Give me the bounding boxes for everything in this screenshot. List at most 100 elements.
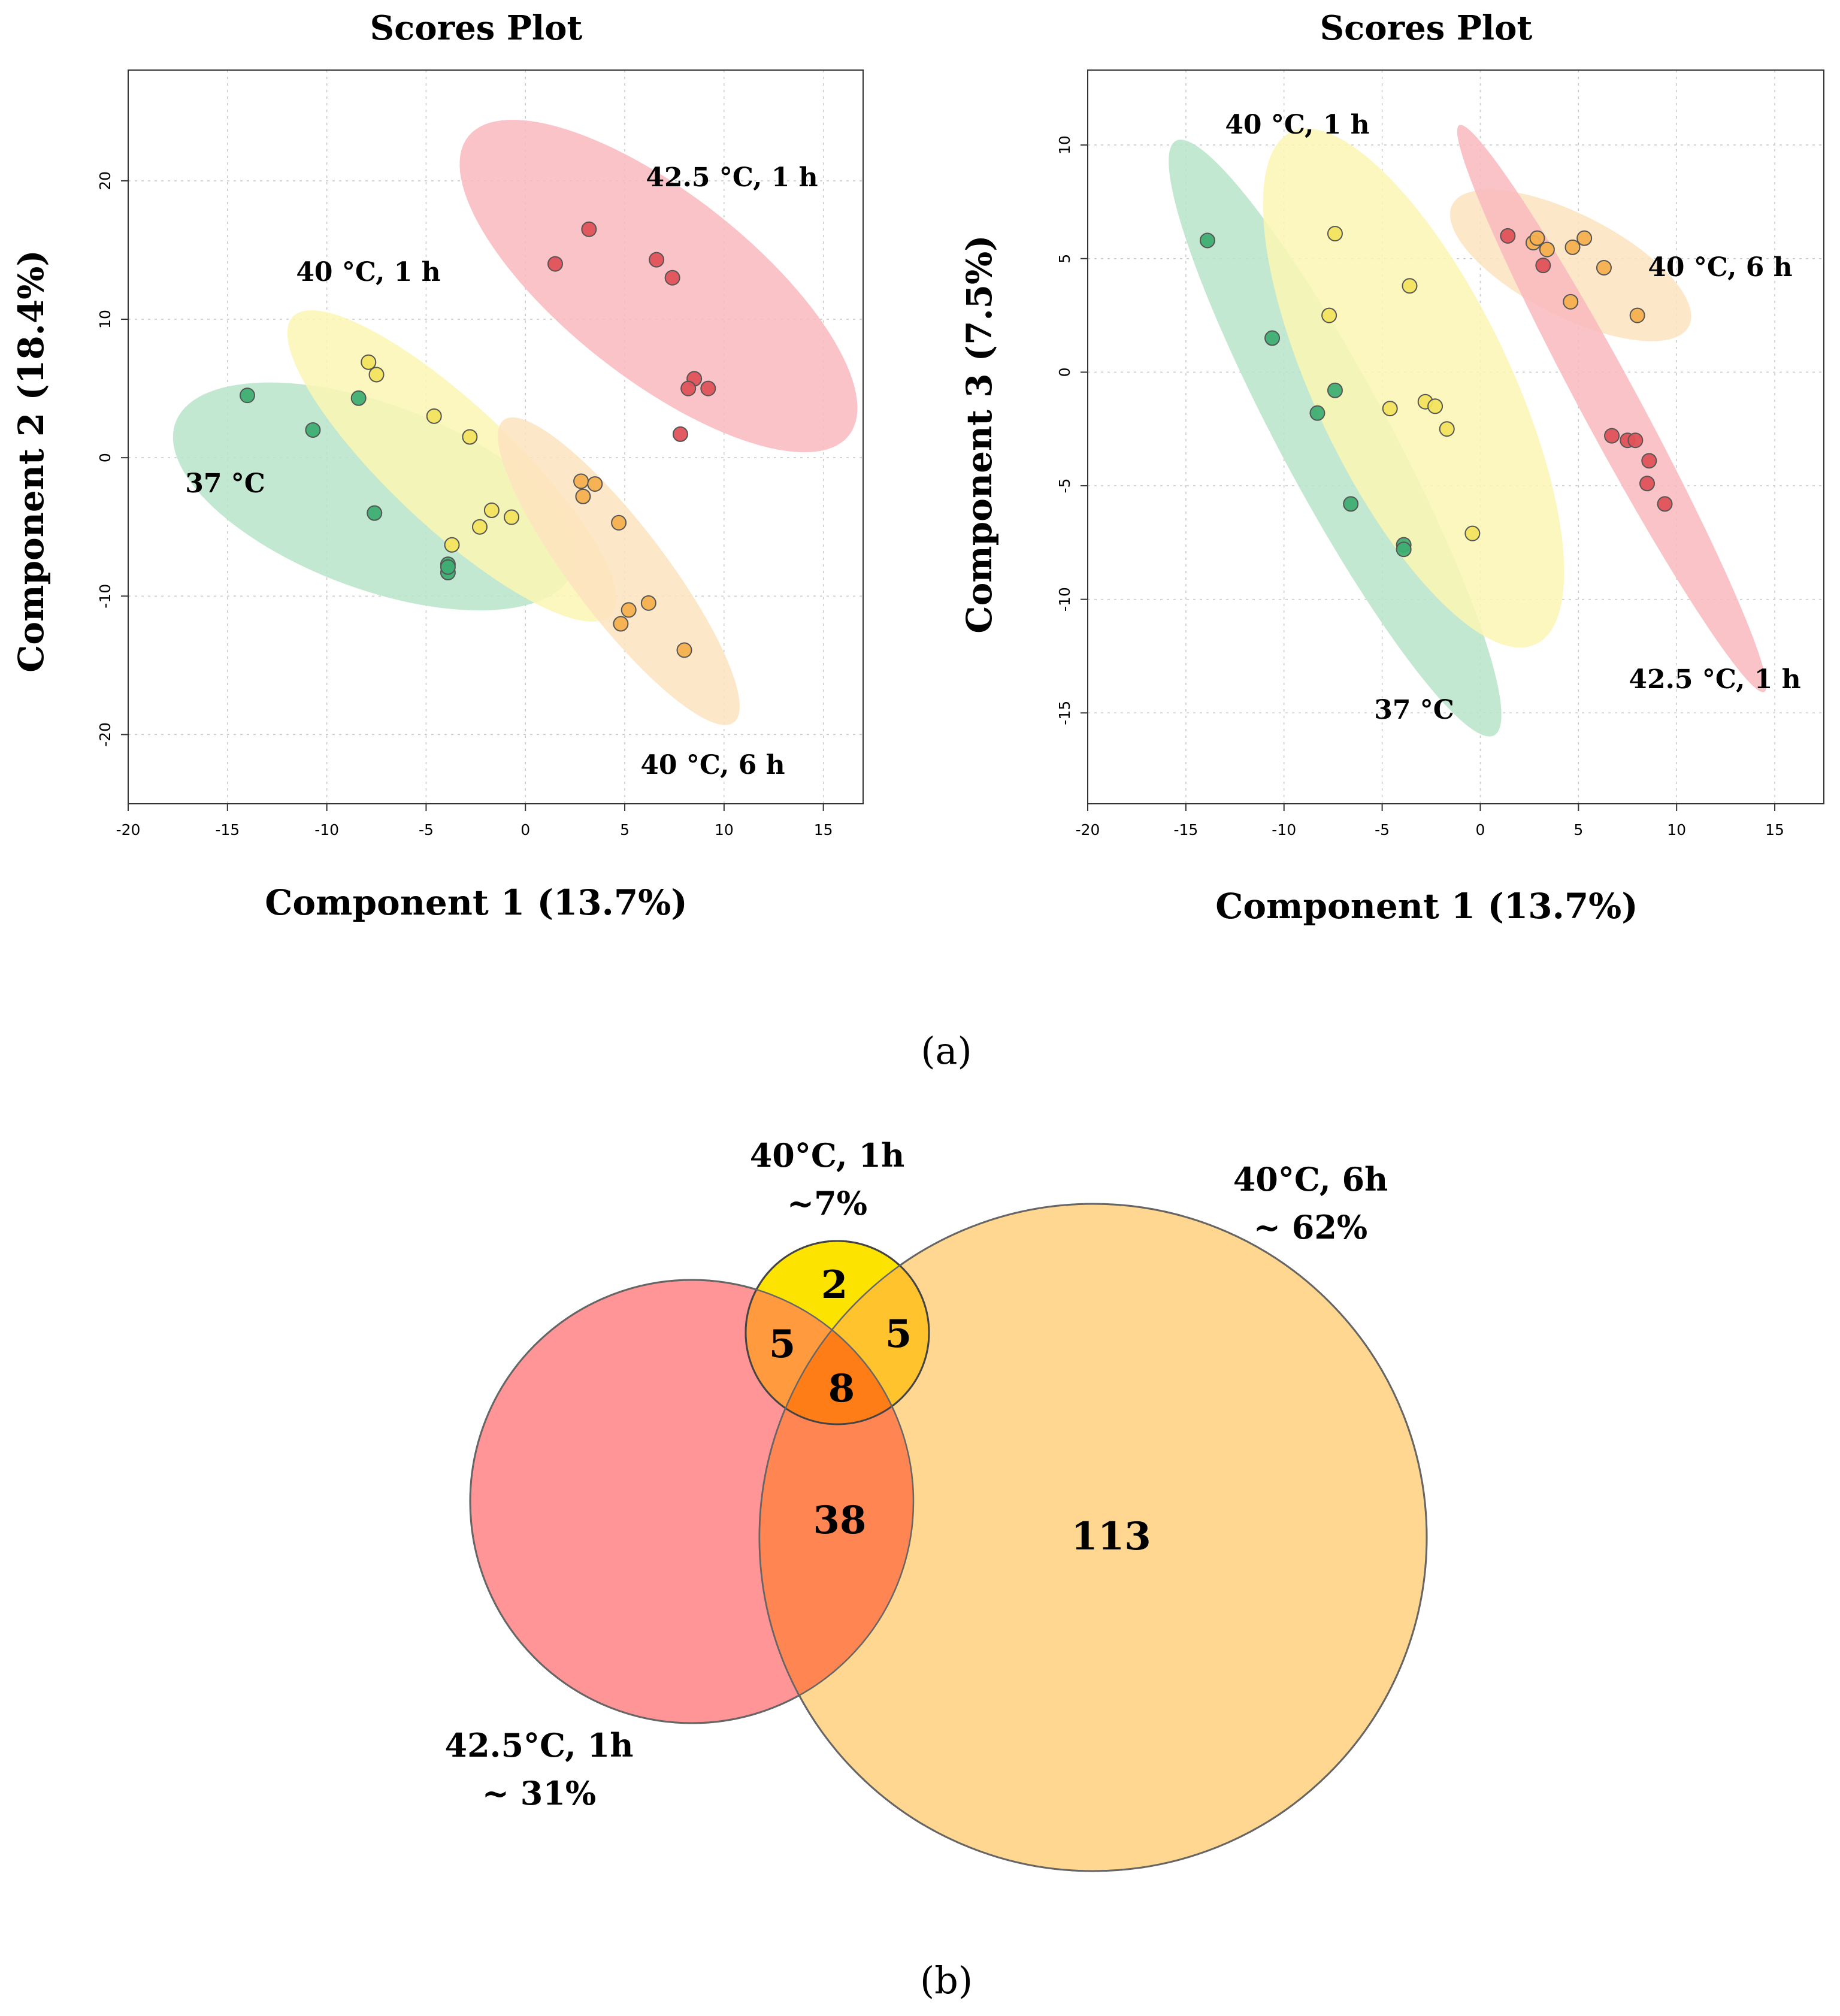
point-37-c xyxy=(1199,232,1215,249)
y-tick-label: 20 xyxy=(96,171,114,190)
venn-count-40c-1h-and-42-5c-1h: 5 xyxy=(769,1322,796,1367)
point-42-5-c-1-h xyxy=(1500,228,1516,244)
plot1-title: Scores Plot xyxy=(370,8,583,48)
point-40-c-6-h xyxy=(1629,307,1645,323)
point-40-c-6-h xyxy=(1564,239,1581,255)
x-tick-label: 10 xyxy=(1667,821,1686,839)
point-40-c-6-h xyxy=(613,616,629,632)
plot2-x-axis-label: Component 1 (13.7%) xyxy=(1215,886,1638,927)
point-42-5-c-1-h xyxy=(672,426,688,442)
point-42-5-c-1-h xyxy=(547,256,563,272)
plot1-ellipses xyxy=(172,120,858,725)
point-40-c-1-h xyxy=(426,408,442,424)
plot1-label-37c: 37 °C xyxy=(185,468,265,499)
point-40-c-1-h xyxy=(1382,401,1398,417)
plot1-label-42-5c-1h: 42.5 °C, 1 h xyxy=(646,162,818,193)
point-37-c xyxy=(367,505,383,521)
point-37-c xyxy=(305,422,321,438)
point-42-5-c-1-h xyxy=(649,252,665,268)
point-40-c-6-h xyxy=(587,476,603,492)
point-40-c-1-h xyxy=(462,429,478,445)
point-40-c-6-h xyxy=(573,473,589,489)
x-tick-label: -20 xyxy=(1076,821,1100,839)
x-tick-label: 15 xyxy=(814,821,833,839)
point-40-c-6-h xyxy=(621,602,637,618)
y-tick-label: -10 xyxy=(96,584,114,609)
x-tick-label: 5 xyxy=(1573,821,1583,839)
point-37-c xyxy=(350,390,367,406)
x-tick-label: -5 xyxy=(419,821,434,839)
point-40-c-6-h xyxy=(1563,293,1579,310)
plot1-label-40c-6h: 40 °C, 6 h xyxy=(640,750,785,780)
scores-plot-components-1-2: Scores Plot -20 -15 -10 -5 0 5 10 15 -20 -10 0 10 2… xyxy=(11,8,864,923)
plot2-label-40c-6h: 40 °C, 6 h xyxy=(1648,252,1792,283)
point-40-c-6-h xyxy=(611,514,627,531)
x-tick-label: -10 xyxy=(314,821,339,839)
x-tick-label: 0 xyxy=(1476,821,1485,839)
ellipse-40-c-1-h xyxy=(1263,128,1564,648)
panel-b-label: (b) xyxy=(920,1959,973,2002)
ellipse-42-5-c-1-h xyxy=(459,120,858,453)
point-40-c-1-h xyxy=(1321,307,1337,323)
venn-circle-40c-1h-outline xyxy=(745,1240,930,1425)
plot2-ellipses xyxy=(1169,125,1767,737)
plot2-y-axis-label: Component 3 (7.5%) xyxy=(959,235,1000,633)
point-40-c-1-h xyxy=(1427,398,1443,414)
point-40-c-6-h xyxy=(1539,241,1555,258)
point-42-5-c-1-h xyxy=(1639,476,1656,492)
plot2-title: Scores Plot xyxy=(1320,8,1533,48)
plot1-points xyxy=(239,221,716,658)
plot2-points xyxy=(1199,226,1673,558)
panel-a-label: (a) xyxy=(921,1029,972,1073)
x-tick-label: -15 xyxy=(215,821,240,839)
point-42-5-c-1-h xyxy=(1604,428,1620,444)
x-tick-label: -15 xyxy=(1173,821,1198,839)
y-tick-label: 0 xyxy=(96,453,114,462)
point-40-c-1-h xyxy=(504,509,520,525)
venn-set-share-42-5c-1h: ~ 31% xyxy=(482,1774,597,1812)
x-tick-label: 0 xyxy=(520,821,530,839)
venn-count-only-40c-6h: 113 xyxy=(1071,1514,1151,1559)
point-40-c-6-h xyxy=(676,642,692,658)
plot2-y-ticks: -15 -10 -5 0 5 10 xyxy=(1056,135,1088,725)
point-40-c-6-h xyxy=(1529,230,1545,246)
y-tick-label: 10 xyxy=(1056,135,1073,155)
venn-set-name-40c-1h: 40°C, 1h xyxy=(750,1136,905,1175)
y-tick-label: -15 xyxy=(1056,701,1073,725)
plot1-y-ticks: -20 -10 0 10 20 xyxy=(96,171,128,747)
point-40-c-1-h xyxy=(1464,525,1481,541)
venn-diagram: 2 5 5 8 38 113 40°C, 1h ~7% 40°C, 6h ~ 6… xyxy=(445,1136,1428,1872)
ellipse-42-5-c-1-h xyxy=(1457,125,1767,692)
plot2-label-40c-1h: 40 °C, 1 h xyxy=(1225,110,1369,140)
point-40-c-1-h xyxy=(1402,278,1418,294)
x-tick-label: -5 xyxy=(1375,821,1390,839)
point-37-c xyxy=(440,559,456,575)
plot1-y-axis-label: Component 2 (18.4%) xyxy=(11,250,52,673)
venn-set-name-42-5c-1h: 42.5°C, 1h xyxy=(445,1726,634,1764)
point-40-c-6-h xyxy=(1576,230,1593,246)
x-tick-label: -20 xyxy=(116,821,141,839)
x-tick-label: 15 xyxy=(1765,821,1784,839)
point-40-c-6-h xyxy=(575,488,591,504)
y-tick-label: -20 xyxy=(96,722,114,747)
point-42-5-c-1-h xyxy=(1641,453,1657,469)
point-37-c xyxy=(1396,541,1412,558)
plot1-x-axis-label: Component 1 (13.7%) xyxy=(265,882,688,923)
scores-plot-components-1-3: Scores Plot -20 -15 -10 -5 0 5 10 15 -15 -10 -5 0 5… xyxy=(959,8,1824,927)
point-40-c-1-h xyxy=(361,354,377,370)
point-37-c xyxy=(239,388,255,404)
y-tick-label: 5 xyxy=(1056,254,1073,264)
ellipse-40-c-1-h xyxy=(287,310,617,622)
plot2-label-37c: 37 °C xyxy=(1374,695,1454,725)
y-tick-label: 0 xyxy=(1056,367,1073,377)
point-40-c-1-h xyxy=(1327,226,1343,242)
plot1-x-ticks: -20 -15 -10 -5 0 5 10 15 xyxy=(116,804,833,839)
plot1-frame xyxy=(128,69,864,804)
plot2-label-42-5c-1h: 42.5 °C, 1 h xyxy=(1629,664,1800,695)
point-40-c-6-h xyxy=(1596,259,1612,276)
plot2-frame xyxy=(1087,69,1824,804)
point-40-c-6-h xyxy=(640,595,656,611)
point-37-c xyxy=(1309,405,1325,421)
venn-count-40c-6h-and-42-5c-1h: 38 xyxy=(813,1498,866,1543)
